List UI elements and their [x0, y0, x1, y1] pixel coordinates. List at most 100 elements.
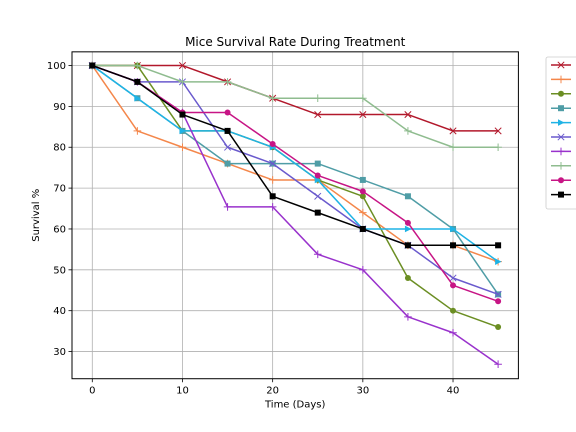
series-marker — [404, 313, 412, 321]
series-marker — [359, 225, 366, 232]
series-marker — [557, 162, 565, 170]
series-marker — [450, 225, 457, 233]
series-marker — [134, 94, 141, 102]
series-marker — [314, 172, 321, 179]
series-marker — [494, 290, 502, 298]
series-marker — [359, 208, 367, 217]
series-marker — [314, 160, 321, 167]
series-marker — [557, 61, 565, 69]
series-marker — [558, 90, 564, 97]
series-marker — [404, 127, 412, 135]
legend-entry-8 — [551, 162, 571, 170]
series-marker — [269, 193, 276, 200]
series-marker — [495, 242, 502, 249]
series-10 — [89, 62, 502, 249]
series-marker — [558, 177, 564, 184]
series-marker — [359, 94, 367, 103]
series-line — [92, 64, 499, 148]
series-marker — [404, 225, 412, 233]
series-marker — [224, 109, 231, 116]
series-marker — [449, 143, 457, 152]
series-marker — [269, 140, 276, 147]
legend-entry-7 — [551, 147, 571, 156]
series-marker — [178, 61, 187, 70]
series-marker — [314, 111, 322, 119]
series-marker — [359, 176, 366, 183]
y-tick-label: 90 — [53, 102, 66, 113]
series-3 — [89, 62, 502, 331]
legend-entry-6 — [551, 133, 571, 141]
series-marker — [268, 94, 277, 103]
series-marker — [495, 324, 502, 331]
legend-entry-1 — [551, 61, 571, 69]
series-marker — [359, 193, 366, 200]
legend-entry-5 — [551, 119, 571, 126]
series-marker — [494, 360, 502, 369]
series-marker — [179, 111, 186, 118]
series-marker — [313, 94, 322, 103]
series-marker — [133, 127, 142, 135]
legend-entry-9 — [551, 177, 571, 184]
y-tick-label: 30 — [53, 347, 66, 358]
x-tick-label: 10 — [176, 386, 189, 397]
x-tick-label: 30 — [356, 386, 369, 397]
legend-entry-2 — [551, 75, 571, 84]
legend — [545, 56, 576, 210]
series-marker — [558, 105, 564, 112]
series-marker — [449, 328, 457, 337]
series-marker — [223, 203, 232, 211]
series-marker — [314, 176, 322, 184]
x-tick-label: 40 — [447, 386, 460, 397]
series-layer — [88, 61, 502, 369]
series-line — [92, 64, 499, 328]
axis-ticks: 0 10 20 30 40 30 40 50 60 70 80 90 100 — [47, 61, 459, 397]
series-marker — [179, 127, 186, 135]
series-marker — [450, 242, 457, 249]
series-marker — [494, 143, 502, 152]
series-marker — [404, 242, 411, 249]
series-marker — [268, 203, 277, 211]
series-marker — [134, 78, 141, 85]
series-marker — [404, 193, 411, 200]
grid-lines — [72, 51, 519, 379]
series-8 — [88, 61, 502, 152]
series-marker — [557, 147, 565, 156]
series-line — [92, 64, 499, 247]
series-marker — [314, 209, 321, 216]
series-marker — [89, 62, 96, 69]
series-marker — [268, 176, 277, 184]
series-marker — [359, 111, 367, 119]
series-marker — [557, 75, 565, 84]
series-line — [92, 64, 499, 132]
legend-frame — [545, 56, 576, 210]
x-axis-label: Time (Days) — [264, 400, 326, 411]
y-tick-label: 50 — [53, 265, 66, 276]
series-marker — [359, 188, 366, 195]
y-tick-label: 100 — [47, 61, 66, 72]
series-marker — [449, 127, 457, 135]
y-tick-label: 40 — [53, 306, 66, 317]
legend-entry-3 — [551, 90, 571, 97]
series-marker — [133, 61, 142, 70]
series-marker — [178, 143, 187, 152]
y-tick-label: 60 — [53, 224, 66, 235]
series-marker — [223, 78, 232, 86]
series-marker — [495, 298, 502, 305]
y-tick-label: 70 — [53, 184, 66, 195]
series-marker — [359, 266, 367, 274]
series-marker — [450, 307, 457, 314]
x-tick-label: 20 — [266, 386, 279, 397]
legend-entry-4 — [551, 105, 571, 112]
series-marker — [404, 275, 411, 282]
series-marker — [450, 282, 457, 289]
series-marker — [404, 111, 412, 119]
legend-entry-10 — [551, 191, 571, 198]
series-marker — [269, 160, 277, 168]
series-marker — [178, 78, 187, 86]
series-marker — [495, 258, 502, 265]
series-marker — [224, 127, 231, 134]
x-tick-label: 0 — [89, 386, 95, 397]
series-marker — [494, 127, 502, 135]
series-marker — [224, 143, 232, 151]
